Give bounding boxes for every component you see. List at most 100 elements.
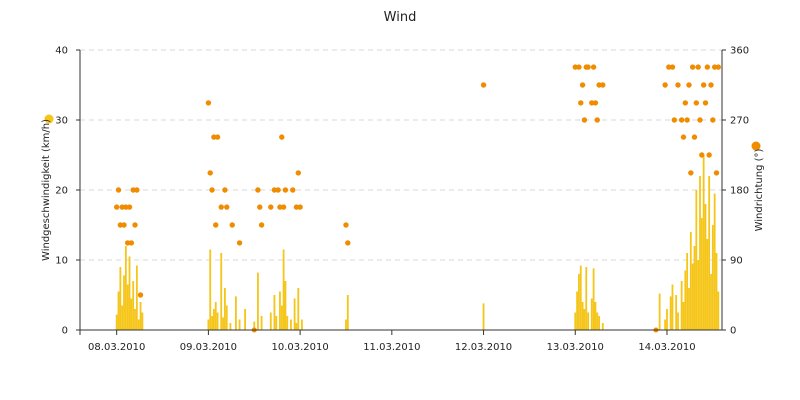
direction-dot [678, 117, 685, 123]
speed-bar [695, 190, 698, 330]
axes [76, 49, 726, 335]
direction-dot [280, 204, 287, 210]
speed-bar [688, 288, 690, 330]
speed-bar [700, 218, 703, 330]
direction-dot [134, 187, 140, 193]
chart-title: Wind [384, 10, 417, 25]
speed-bar [596, 312, 599, 330]
speed-bar [592, 268, 595, 330]
direction-dots [113, 64, 722, 333]
speed-bar [682, 302, 685, 330]
speed-bar [222, 317, 224, 330]
direction-dot [209, 187, 215, 193]
speed-bar [286, 316, 289, 330]
direction-dot [268, 204, 274, 210]
direction-dot [282, 187, 289, 193]
speed-bar [284, 281, 287, 330]
speed-bar [675, 295, 678, 330]
direction-dot [590, 64, 597, 70]
direction-dot [115, 187, 122, 193]
direction-dot [578, 100, 584, 106]
speed-bar [686, 253, 689, 330]
speed-bar [578, 274, 580, 330]
direction-dot [126, 204, 133, 210]
speed-bar [706, 239, 709, 330]
direction-dot [700, 82, 707, 88]
direction-dot [121, 222, 127, 228]
speed-bar [699, 176, 701, 330]
direction-dot [297, 204, 303, 210]
speed-bar [708, 176, 711, 330]
direction-dot [229, 222, 235, 228]
direction-dot [713, 170, 720, 176]
direction-dot [576, 64, 582, 70]
speed-bar [590, 298, 593, 330]
direction-dot [669, 64, 676, 70]
speed-bar [214, 302, 217, 330]
speed-bar [713, 193, 716, 330]
speed-bar [235, 296, 237, 330]
speed-bar [269, 312, 272, 330]
direction-dot [702, 100, 709, 106]
speed-bar [279, 291, 281, 330]
direction-dot [695, 64, 701, 70]
speed-bar [121, 305, 124, 330]
speed-bar [260, 316, 263, 330]
direction-dot [688, 170, 694, 176]
direction-dot [699, 152, 705, 158]
direction-dot [275, 187, 281, 193]
right-tick-label: 0 [730, 326, 736, 337]
speed-bar [282, 249, 285, 330]
direction-dot [592, 100, 599, 106]
speed-bar [583, 309, 586, 330]
speed-bar [257, 272, 259, 330]
direction-dot [257, 204, 263, 210]
speed-bars [115, 155, 720, 330]
right-axis-legend-marker [751, 141, 761, 151]
x-tick-label: 09.03.2010 [180, 342, 237, 353]
speed-bar [680, 281, 683, 330]
direction-dot [710, 117, 716, 123]
speed-bar [275, 316, 278, 330]
direction-dot [675, 82, 681, 88]
left-tick-label: 0 [62, 326, 68, 337]
speed-bar [220, 253, 223, 330]
speed-bar [346, 295, 349, 330]
speed-bar [587, 312, 589, 330]
direction-dot [689, 64, 696, 70]
direction-dot [236, 240, 243, 246]
speed-bar [273, 295, 276, 330]
speed-bar [119, 267, 122, 330]
speed-bar [664, 319, 667, 330]
speed-bar [290, 319, 292, 330]
speed-bar [585, 267, 588, 330]
tick-labels: 0 10 20 30 40 0 90 180 270 360 08.03.2010 09.03.201… [55, 46, 749, 354]
speed-bar [579, 265, 582, 330]
speed-bar [594, 302, 597, 330]
speed-bar [345, 319, 347, 330]
speed-bar [225, 305, 228, 330]
direction-dot [343, 222, 349, 228]
speed-bar [139, 302, 142, 330]
right-axis-title: Windrichtung (°) [754, 149, 765, 232]
speed-bar [238, 319, 241, 330]
speed-bar [134, 309, 136, 330]
speed-bar [117, 291, 120, 330]
speed-bar [244, 309, 246, 330]
speed-bar [126, 284, 129, 330]
speed-bar [128, 256, 131, 330]
direction-dot [581, 117, 588, 123]
x-tick-label: 08.03.2010 [88, 342, 145, 353]
speed-bar [671, 284, 674, 330]
x-tick-label: 12.03.2010 [455, 342, 512, 353]
direction-dot [686, 82, 692, 88]
left-tick-label: 30 [55, 116, 68, 127]
direction-dot [682, 100, 689, 106]
direction-dot [214, 134, 221, 140]
direction-dot [205, 100, 212, 106]
speed-bar [297, 288, 300, 330]
direction-dot [279, 134, 285, 140]
speed-bar [209, 249, 212, 330]
